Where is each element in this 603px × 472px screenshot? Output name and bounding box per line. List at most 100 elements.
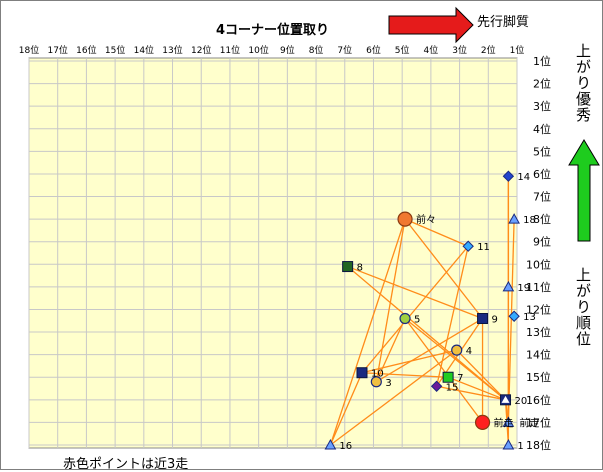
plot-area xyxy=(28,57,518,449)
red-arrow-icon xyxy=(388,6,474,44)
y-tick-label: 15位 xyxy=(526,370,551,384)
direction-label: 先行脚質 xyxy=(477,15,530,30)
side-label-lower: 上がり順位 xyxy=(574,267,592,347)
connector-line xyxy=(361,372,449,378)
data-point xyxy=(474,414,491,431)
point-label: 19 xyxy=(517,283,530,294)
y-tick-label: 9位 xyxy=(533,235,551,249)
x-tick-label: 15位 xyxy=(105,44,125,56)
side-label-upper: 上がり優秀 xyxy=(574,43,592,123)
data-point xyxy=(324,438,337,450)
data-point xyxy=(442,371,454,383)
data-point xyxy=(508,310,520,322)
point-label: 13 xyxy=(523,312,536,323)
y-tick-label: 16位 xyxy=(526,393,551,407)
connector-line xyxy=(435,246,469,387)
x-tick-label: 5位 xyxy=(395,44,410,56)
x-tick-label: 4位 xyxy=(424,44,439,56)
x-tick-label: 12位 xyxy=(191,44,211,56)
y-tick-label: 3位 xyxy=(533,99,551,113)
x-tick-label: 13位 xyxy=(162,44,182,56)
x-tick-label: 7位 xyxy=(337,44,352,56)
x-tick-label: 17位 xyxy=(47,44,67,56)
connector-line xyxy=(376,317,483,383)
data-point xyxy=(502,170,515,182)
y-tick-label: 17位 xyxy=(526,415,551,429)
x-tick-label: 2位 xyxy=(481,44,496,56)
point-label: 前走 xyxy=(519,416,539,429)
y-tick-label: 4位 xyxy=(533,122,551,136)
green-arrow-icon xyxy=(568,139,600,242)
point-label: 18 xyxy=(523,215,536,226)
connector-line xyxy=(404,318,484,423)
data-point xyxy=(430,380,443,392)
point-label: 前々 xyxy=(416,213,436,226)
x-tick-label: 3位 xyxy=(452,44,467,56)
x-tick-label: 6位 xyxy=(366,44,381,56)
point-label: 前走 xyxy=(494,416,514,429)
data-point xyxy=(342,261,354,273)
point-label: 7 xyxy=(457,373,463,384)
y-tick-label: 11位 xyxy=(526,280,551,294)
point-label: 5 xyxy=(414,315,420,326)
data-point xyxy=(397,211,413,227)
x-tick-label: 16位 xyxy=(76,44,96,56)
point-label: 4 xyxy=(466,346,472,357)
connector-line xyxy=(361,245,469,374)
point-label: 1 xyxy=(517,441,523,452)
data-point xyxy=(477,313,489,325)
data-point xyxy=(370,376,382,388)
point-label: 16 xyxy=(339,441,352,452)
y-tick-label: 7位 xyxy=(533,190,551,204)
data-point xyxy=(356,367,368,379)
y-tick-label: 12位 xyxy=(526,302,551,316)
point-label: 11 xyxy=(477,242,490,253)
y-tick-label: 5位 xyxy=(533,144,551,158)
connector-line xyxy=(375,219,406,382)
chart-title: 4コーナー位置取り xyxy=(216,23,330,38)
data-point xyxy=(502,438,515,450)
x-tick-label: 11位 xyxy=(220,44,240,56)
footer-note: 赤色ポイントは近3走 xyxy=(63,457,189,472)
point-label: 8 xyxy=(357,263,363,274)
point-label: 9 xyxy=(492,315,498,326)
connector-line xyxy=(404,218,469,247)
point-label: 15 xyxy=(446,382,459,393)
data-point-inner xyxy=(501,395,510,403)
point-label: 3 xyxy=(385,378,391,389)
y-tick-label: 10位 xyxy=(526,257,551,271)
connector-line xyxy=(507,219,515,423)
y-tick-label: 13位 xyxy=(526,325,551,339)
data-point xyxy=(462,240,474,252)
data-point xyxy=(451,344,463,356)
x-tick-label: 10位 xyxy=(248,44,268,56)
x-tick-label: 14位 xyxy=(134,44,154,56)
x-tick-label: 9位 xyxy=(280,44,295,56)
connector-line xyxy=(329,218,406,446)
connector-line xyxy=(456,349,506,401)
connector-line xyxy=(447,376,506,401)
connector-line xyxy=(329,372,363,446)
y-tick-label: 8位 xyxy=(533,212,551,226)
data-point xyxy=(502,280,515,292)
point-label: 14 xyxy=(517,172,530,183)
data-point xyxy=(399,312,411,325)
x-tick-label: 18位 xyxy=(19,44,39,56)
point-label: 20 xyxy=(515,396,528,407)
x-tick-label: 8位 xyxy=(309,44,324,56)
y-tick-label: 1位 xyxy=(533,54,551,68)
data-point xyxy=(502,416,515,427)
connector-line xyxy=(375,318,406,383)
connector-line xyxy=(330,349,458,446)
connector-line xyxy=(404,218,484,319)
connector-line xyxy=(436,385,506,401)
y-tick-label: 6位 xyxy=(533,167,551,181)
point-label: 10 xyxy=(371,369,384,380)
connector-line xyxy=(347,266,506,401)
x-tick-label: 1位 xyxy=(510,44,525,56)
data-point xyxy=(508,213,520,224)
connector-line xyxy=(347,265,483,320)
y-tick-label: 18位 xyxy=(526,438,551,452)
